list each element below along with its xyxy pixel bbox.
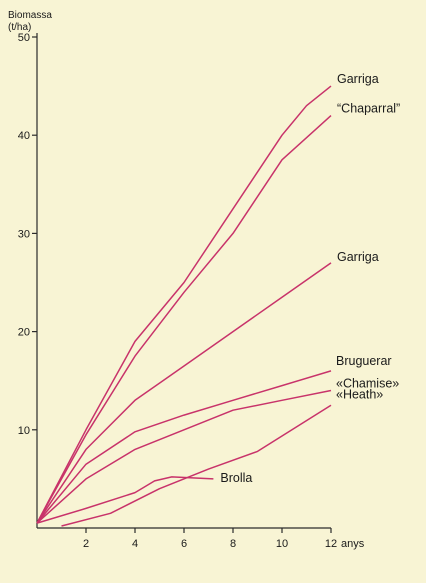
y-tick-label: 40 [18,130,30,142]
x-tick-label: 2 [83,538,89,550]
series-line-4 [36,389,332,524]
series-label-5: «Heath» [336,387,383,401]
series-line-3 [36,370,332,524]
series-label-2: Garriga [337,250,379,264]
x-tick-label: 10 [276,538,288,550]
y-tick-label: 30 [18,228,30,240]
series-label-4: «Chamise» [336,377,399,391]
series-line-6 [36,476,214,524]
x-tick-label: 12 [325,538,337,550]
series-line-0 [36,85,332,524]
series-label-6: Brolla [220,471,252,485]
y-axis-title-line2: (t/ha) [8,22,31,33]
series-labels: Garriga “Chaparral” Garriga Bruguerar «Chami… [220,72,400,485]
series-label-0: Garriga [337,72,379,86]
series-line-1 [36,115,332,524]
y-tick-label: 50 [18,32,30,44]
x-unit-label: anys [341,538,365,550]
series-label-3: Bruguerar [336,354,392,368]
series-line-5 [61,404,332,527]
x-tick-label: 8 [230,538,236,550]
x-tick-label: 4 [132,538,138,550]
series-group [36,85,332,527]
axes: 10 20 30 40 50 2 4 6 8 10 12 anys [18,32,365,550]
x-tick-label: 6 [181,538,187,550]
y-axis-title-line1: Biomassa [8,10,52,21]
y-tick-label: 10 [18,425,30,437]
series-line-2 [36,262,332,524]
series-label-1: “Chaparral” [337,102,400,116]
y-tick-label: 20 [18,327,30,339]
